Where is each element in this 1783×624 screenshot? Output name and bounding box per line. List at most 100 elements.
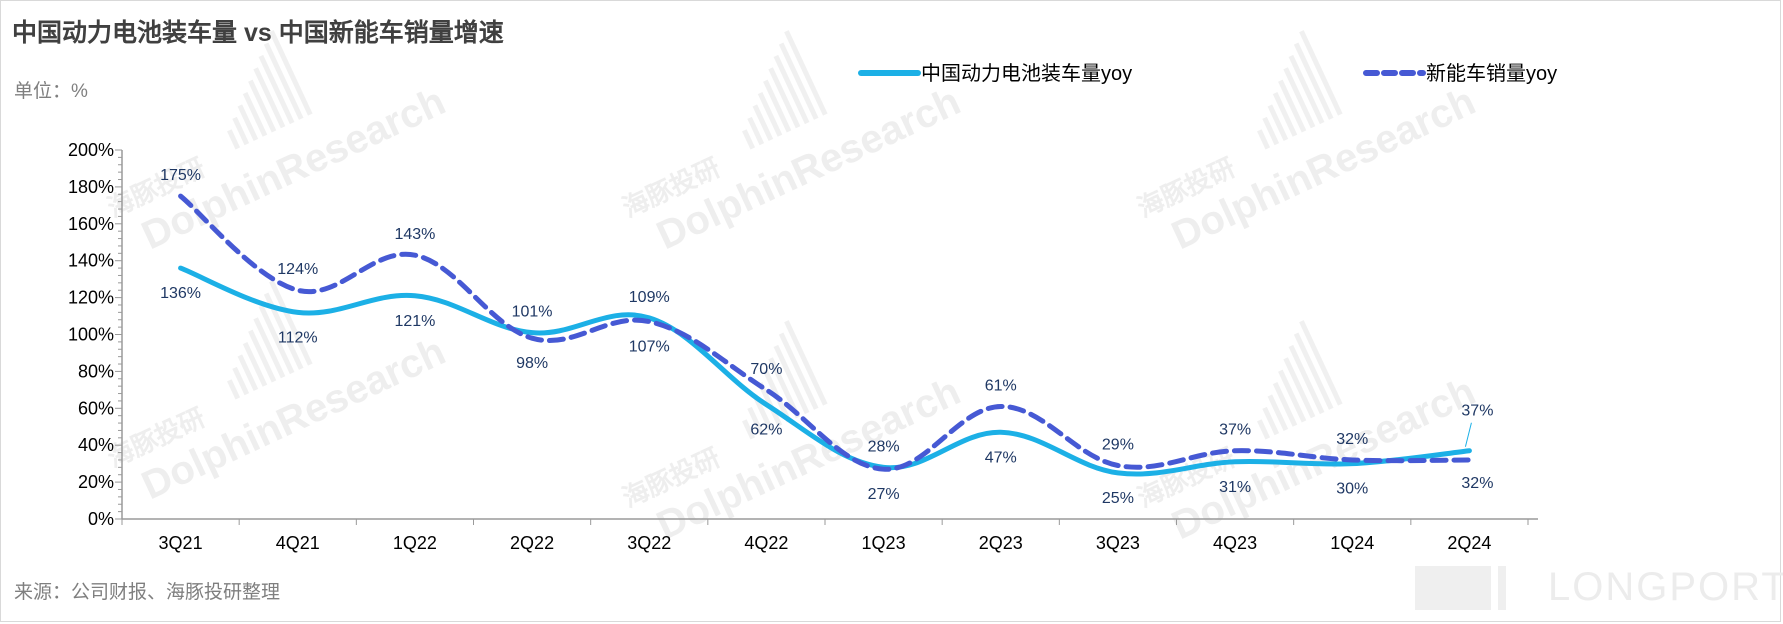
legend-label-nev-sales: 新能车销量yoy [1426,62,1557,85]
watermark-bar [1288,54,1325,125]
watermark-bar [1278,369,1307,423]
watermark-bar [242,92,268,137]
axes: 0% 20% 40% 60% 80% 100% 120% 140% 160% 180% 200% 3Q… [68,140,1538,553]
watermark-bar [1288,344,1325,415]
data-label-battery: 101% [512,304,553,321]
watermark-bar [778,332,819,410]
watermark-bar [1293,42,1334,120]
watermark-bar [742,129,756,150]
y-tick-label: 100% [68,325,114,345]
watermark-bar [784,320,828,406]
y-tick-label: 80% [78,361,114,381]
watermark-bar [1272,382,1298,427]
data-label-battery: 121% [394,313,435,330]
watermark-bar [242,342,268,387]
watermark-bar [757,92,783,137]
watermark-bar [1272,92,1298,137]
watermark-bar [747,406,765,436]
label-leader-line [1464,422,1472,447]
x-tick-label: 4Q23 [1213,533,1257,553]
y-tick-label: 60% [78,398,114,418]
watermark-bar [768,67,801,129]
watermark-bar [253,67,286,129]
watermark-bar [227,379,241,400]
watermark-bar [248,79,277,133]
x-tick-label: 1Q23 [862,533,906,553]
data-label-nev-sales: 29% [1102,436,1134,453]
watermark-bar [773,344,810,415]
watermark-bar [784,30,828,116]
watermark-bar [253,317,286,379]
watermark-bar [263,42,304,120]
y-tick-label: 200% [68,140,114,160]
chart-title: 中国动力电池装车量 vs 中国新能车销量增速 [12,18,504,47]
series-layer [178,193,1472,477]
watermark-bar [227,129,241,150]
data-label-nev-sales: 124% [277,261,318,278]
watermark-bar [1293,332,1334,410]
y-tick-label: 0% [88,509,114,529]
watermark-bar [1262,406,1280,436]
watermark-bar [237,354,259,391]
data-label-nev-sales: 32% [1336,431,1368,448]
data-label-nev-sales: 61% [985,377,1017,394]
data-label-nev-sales: 98% [516,355,548,372]
legend-label-battery: 中国动力电池装车量yoy [921,62,1132,85]
watermark-bar [1257,129,1271,150]
legend: 中国动力电池装车量yoy 新能车销量yoy [858,62,1557,85]
watermark-bar [1299,30,1343,116]
watermark-bar [248,329,277,383]
corner-logo-text: LONGPORT [1548,565,1783,609]
data-label-nev-sales: 27% [868,486,900,503]
watermark-bar [1262,116,1280,146]
watermark-bar [1257,419,1271,440]
data-label-nev-sales: 143% [394,226,435,243]
x-tick-label: 3Q23 [1096,533,1140,553]
watermark-bar [763,79,792,133]
y-tick-label: 180% [68,177,114,197]
watermark-bar [232,366,250,396]
data-label-battery: 109% [629,289,670,306]
data-label-battery: 30% [1336,481,1368,498]
unit-label: 单位：% [14,80,88,102]
y-tick-label: 160% [68,214,114,234]
x-tick-label: 1Q22 [393,533,437,553]
data-label-nev-sales: 107% [629,339,670,356]
data-label-nev-sales: 70% [750,361,782,378]
x-tick-label: 2Q22 [510,533,554,553]
watermark-bar [1283,67,1316,129]
x-tick-label: 2Q24 [1447,533,1491,553]
data-label-battery: 28% [868,438,900,455]
data-label-battery: 37% [1461,403,1493,420]
data-label-nev-sales: 32% [1461,475,1493,492]
series-line-nev-sales [178,193,1472,472]
data-label-battery: 62% [750,422,782,439]
data-label-battery: 31% [1219,479,1251,496]
x-tick-label: 3Q21 [159,533,203,553]
y-tick-label: 120% [68,288,114,308]
watermark-bar [752,104,774,141]
watermark-bar [747,116,765,146]
watermark-bar [1278,79,1307,133]
watermark-bar [269,30,313,116]
x-tick-label: 3Q22 [627,533,671,553]
data-label-battery: 112% [278,329,318,346]
data-label-battery: 136% [160,285,201,302]
watermark-bar [237,104,259,141]
data-label-battery: 47% [985,449,1017,466]
watermark-bar [768,357,801,419]
watermark-bar [742,419,756,440]
y-tick-label: 20% [78,472,114,492]
source-note: 来源：公司财报、海豚投研整理 [14,581,280,603]
series-line-battery-installs [178,265,1472,477]
watermark-bar [773,54,810,125]
watermark-bar [232,116,250,146]
corner-logo-mark [1498,566,1506,610]
watermark-bar [1267,104,1289,141]
data-label-battery: 25% [1102,490,1134,507]
x-tick-label: 4Q22 [744,533,788,553]
